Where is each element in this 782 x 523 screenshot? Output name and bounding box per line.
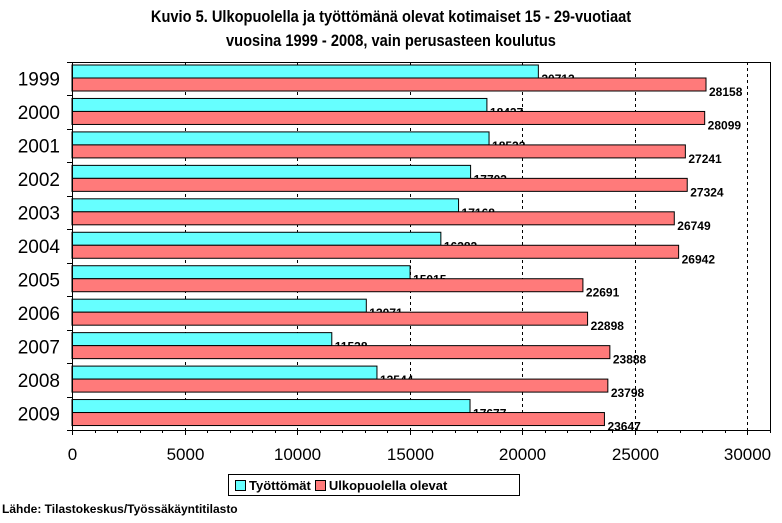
x-tick-label-0: 0 [68, 445, 77, 464]
bar-2006-series-0 [71, 298, 367, 313]
data-label-2008-series-1: 23798 [611, 386, 645, 400]
bar-2000-series-0 [71, 97, 488, 112]
bar-2005-series-1 [71, 278, 584, 293]
data-label-2000-series-1: 28099 [708, 118, 742, 132]
data-label-2002-series-1: 27324 [690, 185, 724, 199]
category-label-2006: 2006 [18, 304, 60, 325]
legend-item-series-0: Työttömät [235, 478, 311, 493]
category-label-2009: 2009 [18, 404, 60, 425]
category-label-2004: 2004 [18, 237, 61, 258]
legend-label-series-1: Ulkopuolella olevat [328, 477, 448, 493]
bar-2005-series-0 [71, 265, 411, 280]
x-tick-label-1: 5000 [167, 445, 205, 464]
bar-2008-series-1 [71, 378, 609, 393]
data-label-2006-series-1: 22898 [591, 319, 625, 333]
bar-2001-series-0 [71, 131, 490, 146]
legend: Työttömät Ulkopuolella olevat [228, 474, 520, 496]
bar-2004-series-0 [71, 231, 442, 246]
bar-2009-series-0 [71, 399, 471, 414]
legend-label-series-0: Työttömät [249, 477, 311, 493]
category-label-1999: 1999 [18, 70, 60, 91]
plot-frame [72, 62, 771, 431]
bar-2001-series-1 [71, 144, 686, 159]
legend-item-series-1: Ulkopuolella olevat [314, 477, 448, 493]
chart-title: Kuvio 5. Ulkopuolella ja työttömänä olev… [150, 7, 632, 26]
legend-swatch-series-1 [314, 479, 326, 491]
bar-1999-series-0 [71, 64, 539, 79]
category-label-2002: 2002 [18, 170, 60, 191]
bar-2003-series-1 [71, 211, 675, 226]
category-label-2001: 2001 [18, 137, 60, 158]
data-label-1999-series-1: 28158 [709, 85, 743, 99]
bar-2008-series-0 [71, 365, 378, 380]
category-label-2005: 2005 [18, 270, 60, 291]
legend-swatch-series-0 [235, 479, 246, 491]
bar-2004-series-1 [71, 244, 680, 259]
category-label-2000: 2000 [18, 103, 60, 124]
x-tick-label-2: 10000 [274, 445, 321, 464]
bar-2002-series-1 [71, 177, 688, 192]
x-tick-label-5: 25000 [612, 445, 659, 464]
data-label-2007-series-1: 23888 [613, 353, 647, 367]
category-label-2003: 2003 [18, 204, 60, 225]
bar-2009-series-1 [71, 412, 605, 427]
x-tick-label-4: 20000 [499, 445, 546, 464]
bar-2007-series-1 [71, 345, 611, 360]
x-tick-label-6: 30000 [724, 445, 771, 464]
bar-2002-series-0 [71, 164, 472, 179]
bar-1999-series-1 [71, 77, 707, 92]
bar-2006-series-1 [71, 311, 589, 326]
bar-2003-series-0 [71, 198, 460, 213]
data-label-2005-series-1: 22691 [586, 286, 620, 300]
data-label-2003-series-1: 26749 [677, 219, 711, 233]
source-note: Lähde: Tilastokeskus/Työssäkäyntitilasto [2, 502, 238, 516]
category-label-2007: 2007 [18, 337, 60, 358]
category-label-2008: 2008 [18, 371, 60, 392]
data-label-2001-series-1: 27241 [688, 152, 722, 166]
bar-2007-series-0 [71, 332, 333, 347]
data-label-2004-series-1: 26942 [682, 252, 716, 266]
chart-subtitle: vuosina 1999 - 2008, vain perusasteen ko… [226, 31, 556, 50]
x-tick-label-3: 15000 [387, 445, 434, 464]
bar-2000-series-1 [71, 110, 706, 125]
